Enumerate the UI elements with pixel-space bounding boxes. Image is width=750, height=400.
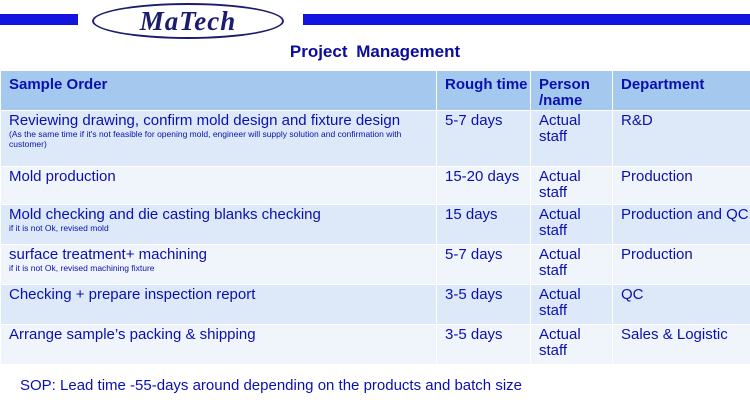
task-note: (As the same time if it's not feasible f…	[9, 129, 402, 149]
time-cell: 5-7 days	[436, 244, 531, 285]
footer-note: SOP: Lead time -55-days around depending…	[20, 377, 522, 394]
task-cell: Reviewing drawing, confirm mold design a…	[0, 110, 437, 167]
time-cell: 15-20 days	[436, 166, 531, 205]
person-cell: Actual staff	[530, 166, 613, 205]
task-cell: Arrange sample’s packing & shipping	[0, 324, 437, 365]
task-text: Checking + prepare inspection report	[9, 286, 256, 303]
dept-cell: QC	[612, 284, 750, 325]
time-cell: 5-7 days	[436, 110, 531, 167]
task-text: Reviewing drawing, confirm mold design a…	[9, 112, 401, 129]
dept-cell: R&D	[612, 110, 750, 167]
person-cell: Actual staff	[530, 244, 613, 285]
task-cell: Mold checking and die casting blanks che…	[0, 204, 437, 245]
decorative-bar-left	[0, 14, 78, 25]
task-text: Arrange sample’s packing & shipping	[9, 326, 256, 343]
header-person-name: Person /name	[530, 70, 613, 111]
header-department: Department	[612, 70, 750, 111]
table-header-row: Sample Order Rough time Person /name Dep…	[0, 70, 750, 111]
dept-cell: Sales & Logistic	[612, 324, 750, 365]
task-text: surface treatment+ machining	[9, 246, 208, 263]
person-cell: Actual staff	[530, 204, 613, 245]
task-text: Mold production	[9, 168, 116, 185]
person-cell: Actual staff	[530, 110, 613, 167]
task-cell: Mold production	[0, 166, 437, 205]
dept-cell: Production	[612, 166, 750, 205]
person-cell: Actual staff	[530, 284, 613, 325]
time-cell: 3-5 days	[436, 324, 531, 365]
header-rough-time: Rough time	[436, 70, 531, 111]
time-cell: 15 days	[436, 204, 531, 245]
table-row: Mold production 15-20 days Actual staff …	[0, 166, 750, 205]
matech-logo: MaTech	[92, 3, 284, 39]
project-table: Sample Order Rough time Person /name Dep…	[0, 70, 750, 365]
table-row: Mold checking and die casting blanks che…	[0, 204, 750, 245]
person-cell: Actual staff	[530, 324, 613, 365]
task-note: if it is not Ok, revised mold	[9, 223, 109, 233]
table-row: Reviewing drawing, confirm mold design a…	[0, 110, 750, 167]
task-note: if it is not Ok, revised machining fixtu…	[9, 263, 155, 273]
table-row: Arrange sample’s packing & shipping 3-5 …	[0, 324, 750, 365]
dept-cell: Production	[612, 244, 750, 285]
table-row: surface treatment+ machining if it is no…	[0, 244, 750, 285]
time-cell: 3-5 days	[436, 284, 531, 325]
header-sample-order: Sample Order	[0, 70, 437, 111]
page-title: Project Management	[289, 42, 461, 61]
task-cell: Checking + prepare inspection report	[0, 284, 437, 325]
task-text: Mold checking and die casting blanks che…	[9, 206, 321, 223]
logo-text: MaTech	[139, 5, 237, 36]
table-row: Checking + prepare inspection report 3-5…	[0, 284, 750, 325]
task-cell: surface treatment+ machining if it is no…	[0, 244, 437, 285]
dept-cell: Production and QC	[612, 204, 750, 245]
decorative-bar-right	[303, 14, 750, 25]
